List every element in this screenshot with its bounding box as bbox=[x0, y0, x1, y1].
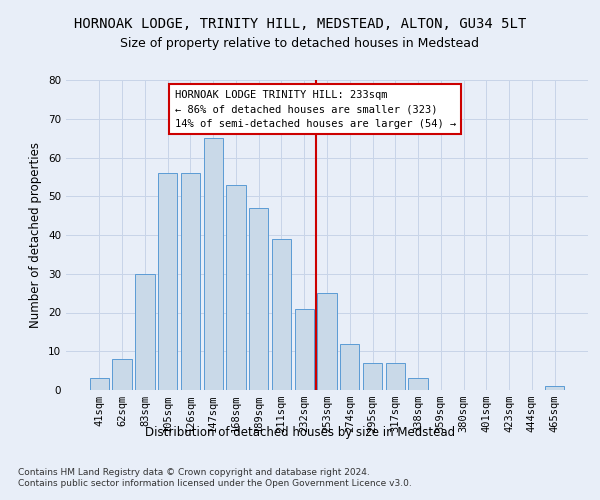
Bar bbox=[545, 386, 564, 390]
Bar bbox=[90, 378, 109, 390]
Bar bbox=[226, 184, 245, 390]
Bar bbox=[272, 239, 291, 390]
Bar bbox=[295, 308, 314, 390]
Bar bbox=[249, 208, 268, 390]
Text: Contains HM Land Registry data © Crown copyright and database right 2024.
Contai: Contains HM Land Registry data © Crown c… bbox=[18, 468, 412, 487]
Bar bbox=[135, 274, 155, 390]
Bar bbox=[340, 344, 359, 390]
Text: Distribution of detached houses by size in Medstead: Distribution of detached houses by size … bbox=[145, 426, 455, 439]
Bar bbox=[158, 173, 178, 390]
Bar bbox=[317, 293, 337, 390]
Bar bbox=[203, 138, 223, 390]
Bar bbox=[181, 173, 200, 390]
Text: HORNOAK LODGE TRINITY HILL: 233sqm
← 86% of detached houses are smaller (323)
14: HORNOAK LODGE TRINITY HILL: 233sqm ← 86%… bbox=[175, 90, 456, 130]
Y-axis label: Number of detached properties: Number of detached properties bbox=[29, 142, 43, 328]
Bar bbox=[386, 363, 405, 390]
Bar bbox=[363, 363, 382, 390]
Bar bbox=[112, 359, 132, 390]
Bar bbox=[409, 378, 428, 390]
Text: HORNOAK LODGE, TRINITY HILL, MEDSTEAD, ALTON, GU34 5LT: HORNOAK LODGE, TRINITY HILL, MEDSTEAD, A… bbox=[74, 18, 526, 32]
Text: Size of property relative to detached houses in Medstead: Size of property relative to detached ho… bbox=[121, 38, 479, 51]
